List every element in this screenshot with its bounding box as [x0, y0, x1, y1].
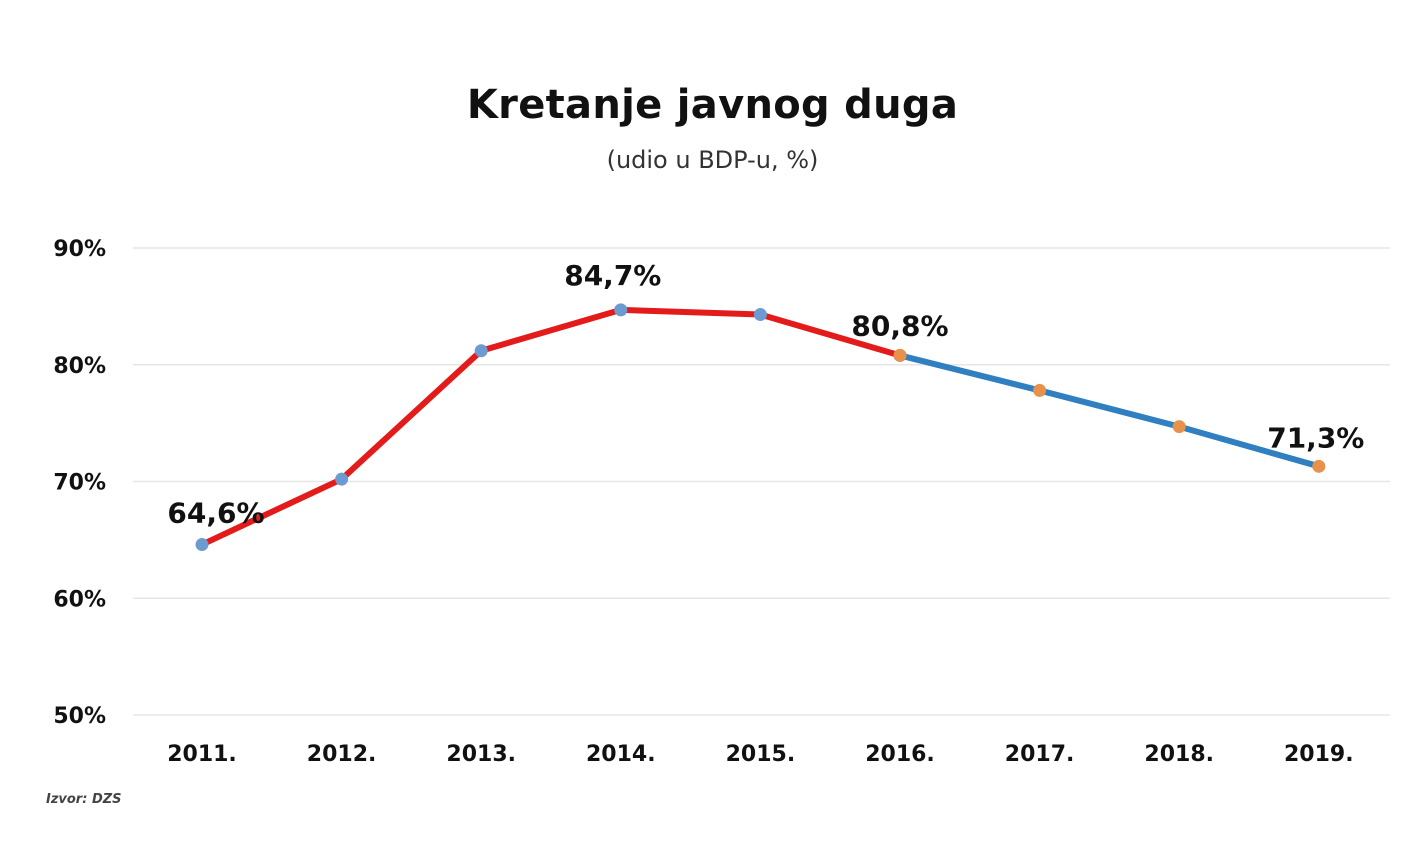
- data-label: 84,7%: [564, 259, 661, 292]
- y-tick-label: 70%: [53, 471, 106, 496]
- x-tick-label: 2017.: [1005, 742, 1075, 767]
- data-point: [474, 344, 488, 358]
- y-tick-label: 80%: [53, 354, 106, 379]
- chart-subtitle: (udio u BDP-u, %): [606, 146, 819, 174]
- data-point: [614, 303, 628, 317]
- x-tick-label: 2014.: [586, 742, 656, 767]
- x-tick-label: 2019.: [1284, 742, 1354, 767]
- data-point: [1172, 420, 1186, 434]
- data-point: [335, 472, 349, 486]
- data-point: [195, 538, 209, 552]
- data-label: 80,8%: [851, 309, 948, 342]
- y-tick-label: 60%: [53, 587, 106, 612]
- data-label: 71,3%: [1267, 421, 1364, 454]
- x-tick-label: 2013.: [446, 742, 516, 767]
- y-tick-label: 50%: [53, 704, 106, 729]
- series-line-1: [199, 306, 903, 548]
- data-point: [1312, 459, 1326, 473]
- data-label: 64,6%: [167, 497, 264, 530]
- data-point: [1033, 383, 1047, 397]
- x-tick-label: 2012.: [307, 742, 377, 767]
- y-tick-label: 90%: [53, 237, 106, 262]
- series-line-2: [897, 352, 1322, 470]
- x-tick-label: 2018.: [1144, 742, 1214, 767]
- source-note: Izvor: DZS: [46, 792, 122, 807]
- x-tick-label: 2011.: [167, 742, 237, 767]
- data-point: [753, 308, 767, 322]
- data-point: [893, 348, 907, 362]
- x-tick-label: 2016.: [865, 742, 935, 767]
- chart-title: Kretanje javnog duga: [466, 82, 959, 128]
- x-tick-label: 2015.: [726, 742, 796, 767]
